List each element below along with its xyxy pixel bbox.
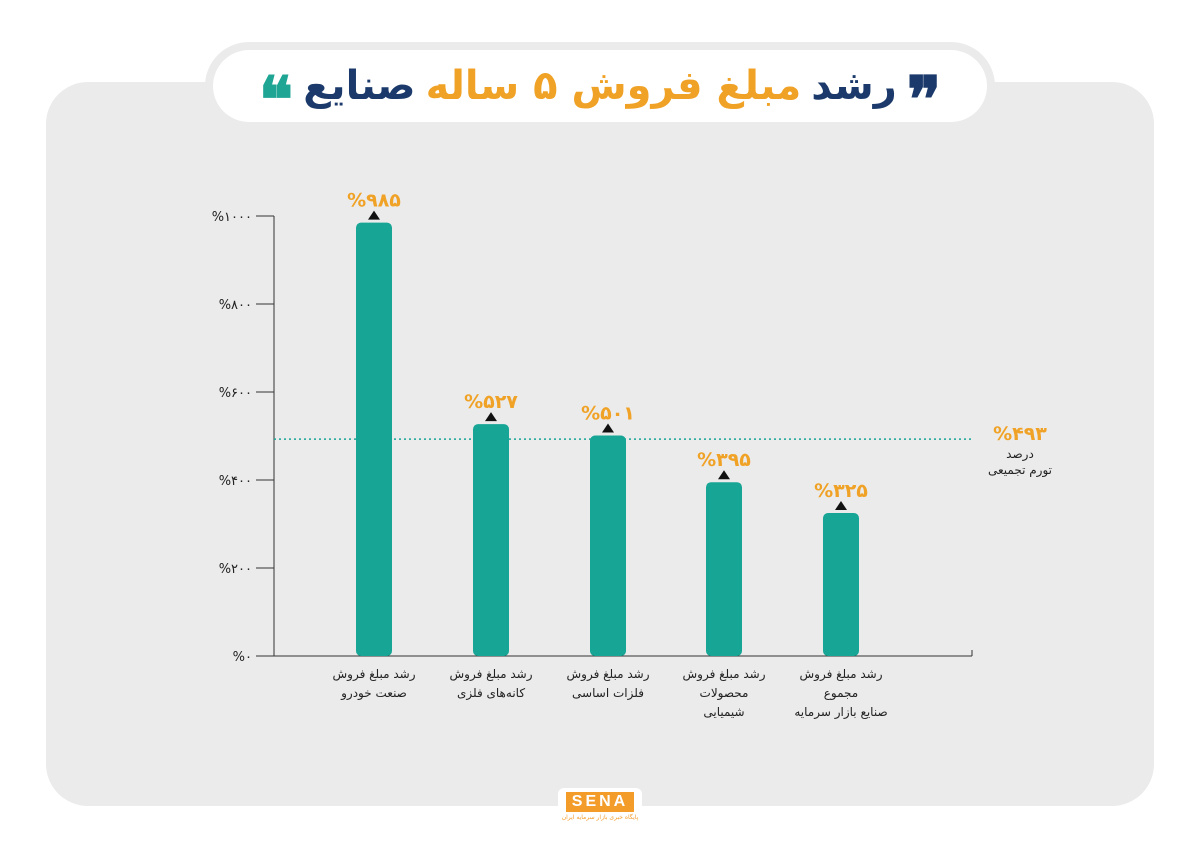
title-banner: ❞ رشد مبلغ فروش ۵ ساله صنایع ❝ (205, 42, 995, 133)
category-label: فلزات اساسی (572, 686, 644, 701)
category-label: کانه‌های فلزی (457, 686, 525, 701)
bar-value-label: %۵۰۱ (581, 403, 635, 425)
category-label: رشد مبلغ فروش (450, 667, 533, 682)
reference-caption: تورم تجمیعی (988, 463, 1052, 478)
logo-subtitle: پایگاه خبری بازار سرمایه ایران (561, 814, 639, 821)
sena-logo: SENA پایگاه خبری بازار سرمایه ایران (558, 788, 642, 828)
bar-value-label: %۳۹۵ (697, 449, 751, 471)
category-label: صنایع بازار سرمایه (794, 705, 887, 720)
reference-caption: درصد (1006, 447, 1034, 462)
category-label: رشد مبلغ فروش (800, 667, 883, 682)
title-inner: ❞ رشد مبلغ فروش ۵ ساله صنایع ❝ (213, 50, 987, 133)
bar-value-label: %۳۲۵ (814, 480, 868, 502)
bar (706, 482, 742, 656)
title-part-3: صنایع (303, 63, 416, 109)
bar-value-label: %۹۸۵ (347, 190, 401, 212)
category-label: محصولات (700, 686, 749, 701)
bar-marker (602, 423, 614, 433)
y-tick-label: %۰ (233, 650, 252, 665)
y-tick-label: %۸۰۰ (219, 298, 252, 313)
logo-mark: SENA (565, 792, 635, 812)
category-label: مجموع (824, 686, 858, 701)
category-label: رشد مبلغ فروش (567, 667, 650, 682)
y-tick-label: %۲۰۰ (219, 562, 252, 577)
category-label: شیمیایی (703, 705, 744, 719)
y-tick-label: %۶۰۰ (219, 386, 252, 401)
bar (590, 435, 626, 656)
bar (356, 222, 392, 656)
bar-marker (485, 412, 497, 422)
category-label: رشد مبلغ فروش (333, 667, 416, 682)
y-tick-label: %۱۰۰۰ (212, 210, 252, 225)
bar (473, 424, 509, 656)
title-part-1: رشد (811, 63, 897, 109)
bar-marker (835, 501, 847, 510)
category-label: رشد مبلغ فروش (683, 667, 766, 682)
bar (823, 513, 859, 656)
category-label: صنعت خودرو (340, 686, 407, 701)
reference-value-label: %۴۹۳ (993, 423, 1047, 445)
title-part-2: مبلغ فروش ۵ ساله (425, 63, 802, 109)
bar-value-label: %۵۲۷ (464, 391, 518, 413)
bar-marker (368, 210, 380, 220)
bar-marker (718, 470, 730, 480)
y-tick-label: %۴۰۰ (219, 474, 252, 489)
